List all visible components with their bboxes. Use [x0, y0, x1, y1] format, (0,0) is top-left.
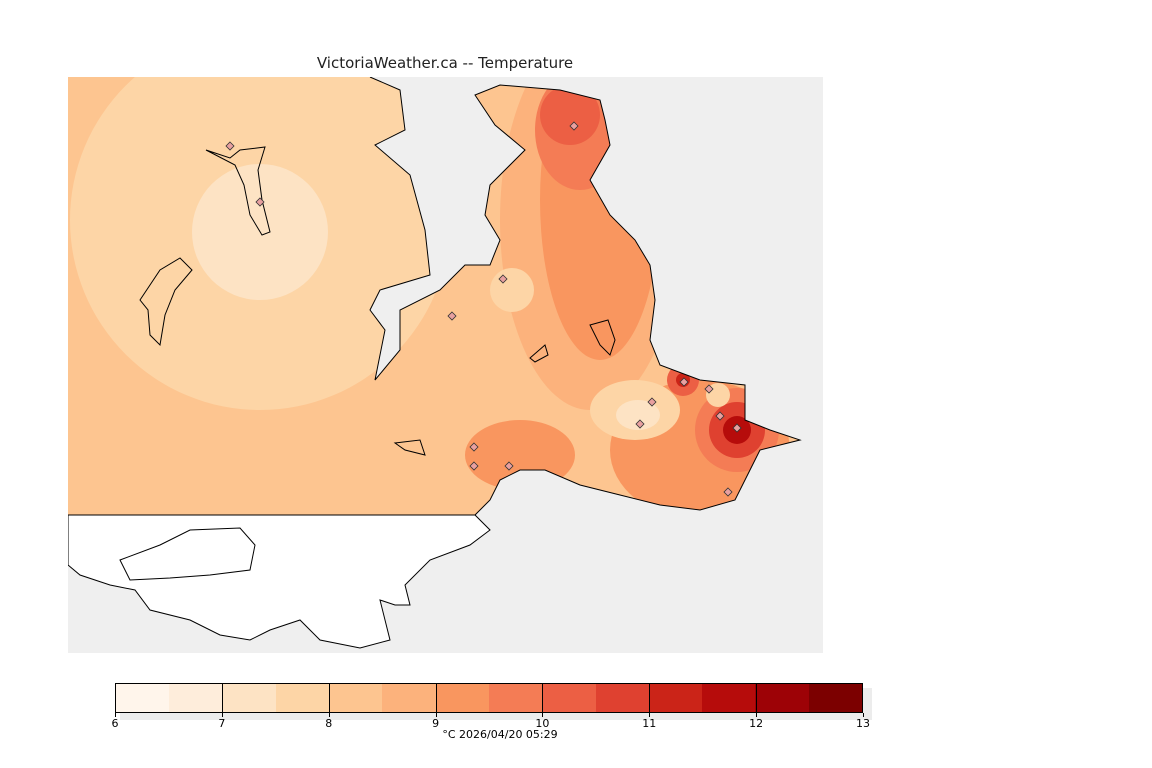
legend-divider: [221, 683, 223, 713]
temperature-map: [68, 77, 823, 653]
coastline: [369, 77, 802, 516]
legend-tick: [542, 713, 544, 717]
legend-bin: [382, 684, 436, 712]
legend-tick-label: 10: [535, 717, 550, 730]
legend-tick-label: 13: [856, 717, 870, 730]
legend-tick: [221, 713, 223, 717]
legend-tick-label: 12: [749, 717, 764, 730]
legend-tick-label: 6: [111, 717, 119, 730]
station-marker[interactable]: [504, 461, 514, 471]
station-marker[interactable]: [569, 121, 579, 131]
station-marker[interactable]: [704, 384, 714, 394]
legend-bin: [808, 684, 862, 712]
color-legend: 6 7 8 9 10 11 12 13: [112, 683, 872, 730]
station-marker[interactable]: [715, 411, 725, 421]
legend-bin: [702, 684, 756, 712]
legend-bin: [542, 684, 596, 712]
legend-colorbar: [115, 683, 863, 713]
legend-tick: [649, 713, 651, 717]
station-marker[interactable]: [732, 423, 742, 433]
legend-divider: [542, 683, 544, 713]
legend-bin: [488, 684, 543, 712]
legend-bin: [275, 684, 330, 712]
legend-tick-label: 11: [642, 717, 657, 730]
legend-tick: [115, 713, 116, 717]
legend-tick: [435, 713, 437, 717]
station-marker[interactable]: [447, 311, 457, 321]
legend-bin: [169, 684, 223, 712]
legend-bin: [595, 684, 649, 712]
station-marker[interactable]: [469, 461, 479, 471]
legend-tick-label: 8: [325, 717, 333, 730]
weather-stations: [225, 121, 742, 497]
legend-tick: [756, 713, 758, 717]
legend-divider: [435, 683, 437, 713]
island-outline: [139, 146, 616, 456]
legend-bin: [329, 684, 383, 712]
station-marker[interactable]: [679, 377, 689, 387]
station-marker[interactable]: [635, 419, 645, 429]
legend-units-timestamp: °C 2026/04/20 05:29: [442, 728, 558, 741]
station-marker[interactable]: [469, 442, 479, 452]
legend-bin: [648, 684, 703, 712]
us-land: [68, 514, 491, 649]
legend-bin: [222, 684, 276, 712]
legend-bin: [116, 684, 170, 712]
legend-tick-label: 9: [432, 717, 440, 730]
legend-bin: [435, 684, 489, 712]
map-title: VictoriaWeather.ca -- Temperature: [316, 54, 574, 72]
legend-divider: [649, 683, 651, 713]
legend-tick: [328, 713, 330, 717]
legend-divider: [756, 683, 758, 713]
station-marker[interactable]: [255, 197, 265, 207]
station-marker[interactable]: [498, 274, 508, 284]
station-marker[interactable]: [723, 487, 733, 497]
legend-tick-label: 7: [218, 717, 226, 730]
station-marker[interactable]: [647, 397, 657, 407]
legend-tick: [863, 713, 864, 717]
legend-divider: [328, 683, 330, 713]
station-marker[interactable]: [225, 141, 235, 151]
legend-bin: [755, 684, 809, 712]
